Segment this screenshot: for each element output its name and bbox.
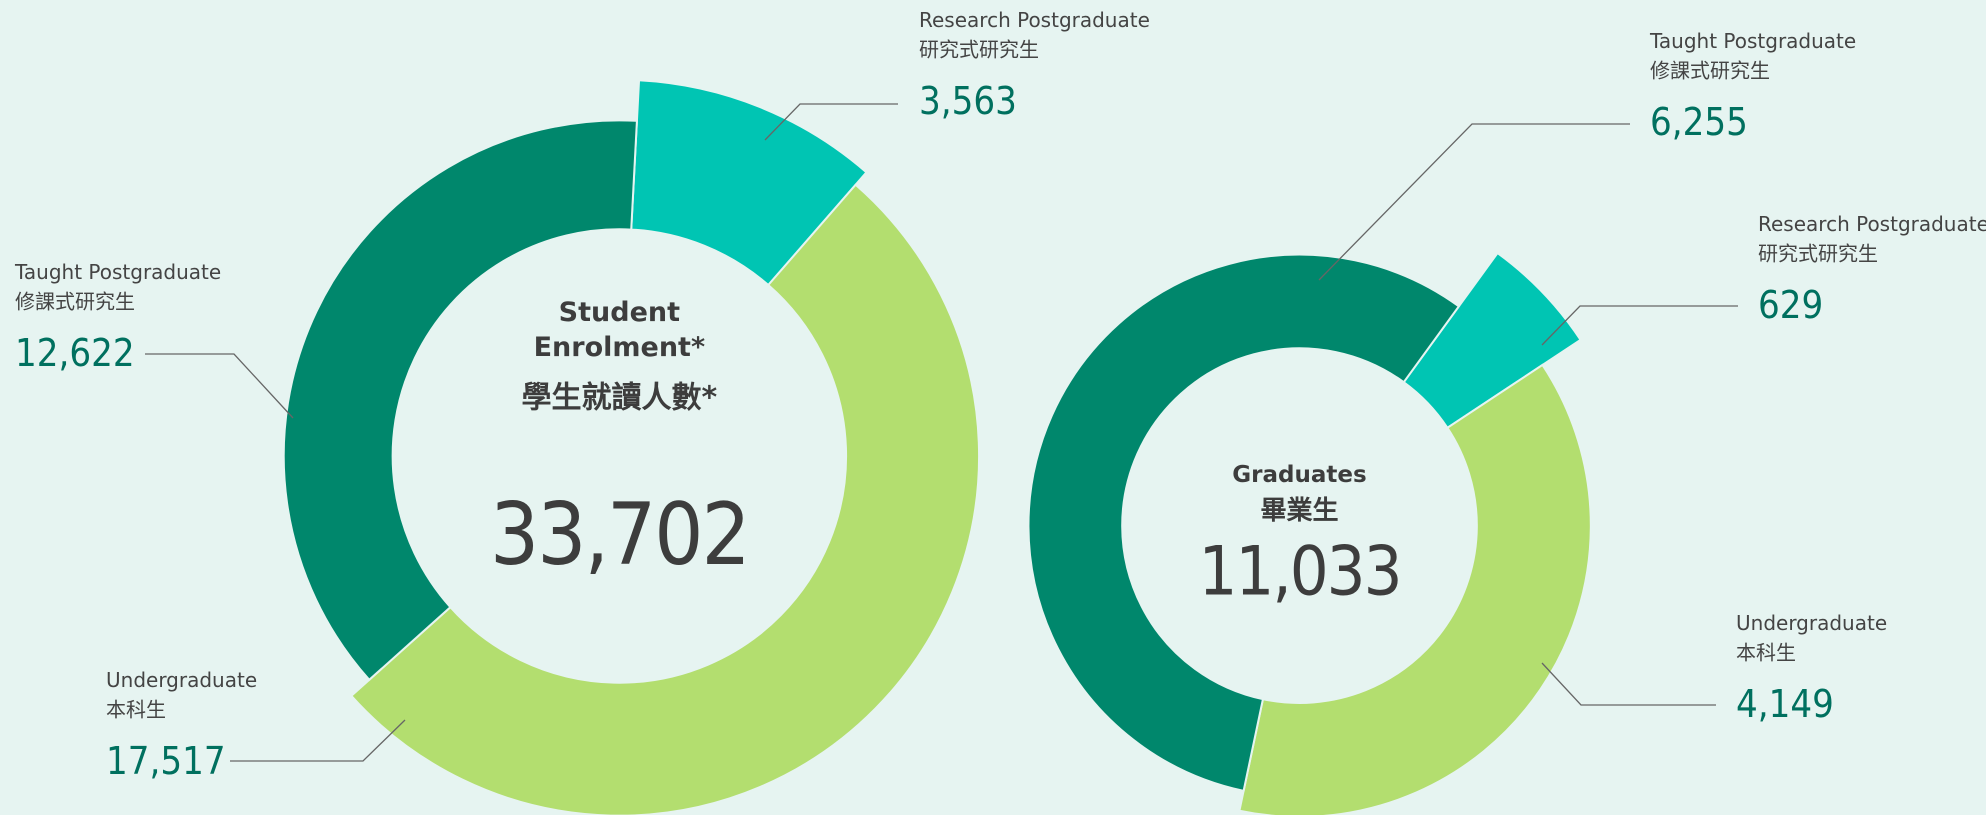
segment-label-zh: 本科生: [106, 697, 166, 722]
segment-value: 12,622: [15, 331, 135, 375]
leader-line: [1541, 305, 1738, 346]
segment-label: Taught Postgraduate: [1650, 29, 1857, 53]
leader-line: [1541, 662, 1716, 706]
center-total: 33,702: [490, 485, 751, 585]
segment-value: 629: [1758, 283, 1824, 327]
segment-label: Taught Postgraduate: [15, 260, 222, 284]
donut-segment: [1402, 251, 1582, 430]
segment-value: 3,563: [919, 79, 1017, 123]
segment-label: Research Postgraduate: [1758, 212, 1986, 236]
segment-label-zh: 研究式研究生: [1758, 241, 1878, 266]
center-title: Graduates: [1232, 462, 1367, 489]
segment-value: 4,149: [1736, 682, 1834, 726]
leader-line: [230, 719, 406, 762]
donut-segment: [630, 79, 868, 287]
segment-label: Research Postgraduate: [919, 8, 1150, 32]
leader-line: [764, 103, 898, 141]
donut-segment: [1238, 363, 1592, 815]
segment-label-zh: 本科生: [1736, 640, 1796, 665]
center-title: Student Enrolment*: [533, 296, 706, 363]
donut-segment: [349, 183, 981, 815]
segment-label-zh: 修課式研究生: [1650, 58, 1770, 83]
segment-label: Undergraduate: [1736, 611, 1888, 635]
center-total: 11,033: [1198, 532, 1403, 612]
segment-value: 17,517: [106, 739, 226, 783]
segment-label: Undergraduate: [106, 668, 258, 692]
segment-value: 6,255: [1650, 100, 1748, 144]
donut-segment: [1027, 253, 1461, 793]
center-title-zh: 畢業生: [1260, 496, 1339, 527]
leader-line: [1318, 123, 1630, 281]
donut-segment: [282, 119, 638, 682]
leader-line: [145, 353, 294, 419]
segment-label-zh: 修課式研究生: [15, 289, 135, 314]
segment-label-zh: 研究式研究生: [919, 37, 1039, 62]
center-title-zh: 學生就讀人數*: [521, 380, 718, 416]
